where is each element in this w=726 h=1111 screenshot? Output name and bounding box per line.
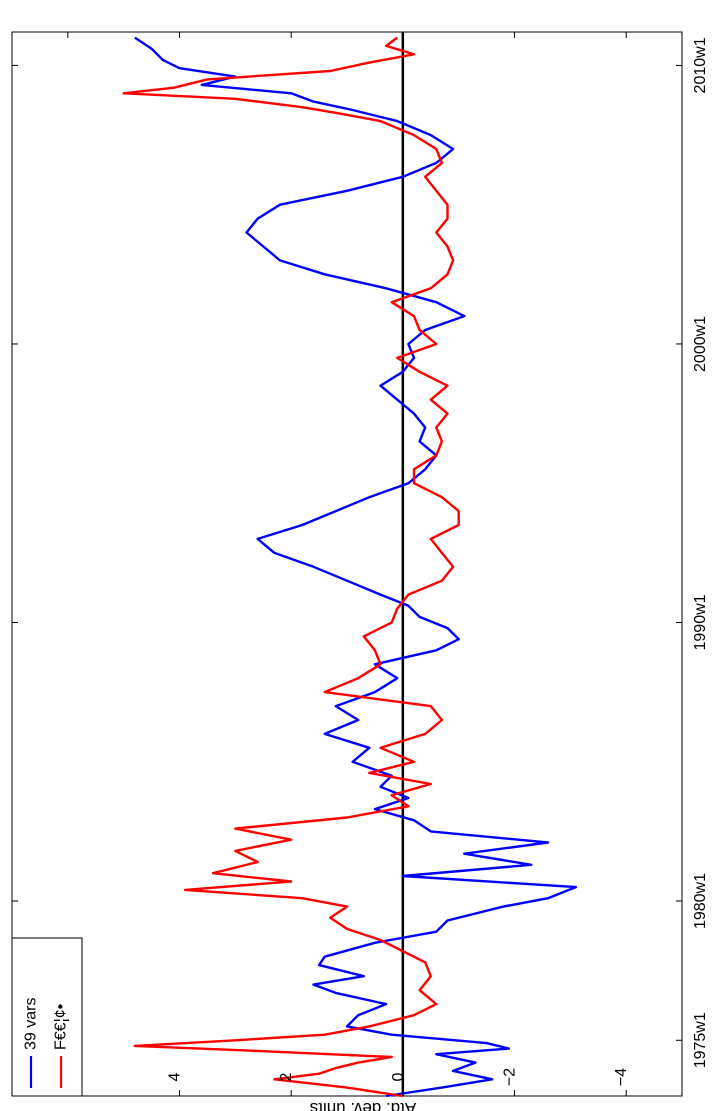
legend-label-fcci: F€€¦¢• xyxy=(53,1004,70,1050)
x-axis-ticks: 1975w1 1980w1 1990w1 2000w1 2010w1 xyxy=(12,37,709,1068)
x-tick-label: 2010w1 xyxy=(692,37,709,93)
y-tick-label: 2 xyxy=(278,1072,295,1081)
y-axis-label-group: Átd. dev. units xyxy=(310,1099,416,1111)
y-tick-label: 0 xyxy=(390,1072,407,1081)
y-tick-label: −2 xyxy=(502,1068,519,1086)
y-axis-label: Átd. dev. units xyxy=(310,1099,416,1111)
legend: 39 vars F€€¦¢• xyxy=(11,937,83,1097)
plot-frame xyxy=(11,31,683,1097)
series-layer xyxy=(122,36,578,1098)
x-tick-label: 1980w1 xyxy=(692,873,709,929)
legend-label-vars: 39 vars xyxy=(23,998,40,1050)
y-tick-label: −4 xyxy=(613,1068,630,1086)
series-line-vars xyxy=(134,36,578,1098)
legend-box xyxy=(11,937,83,1097)
x-tick-label: 1975w1 xyxy=(692,1012,709,1068)
series-line-fcci xyxy=(122,36,460,1098)
x-tick-label: 2000w1 xyxy=(692,316,709,372)
x-tick-label: 1990w1 xyxy=(692,594,709,650)
y-tick-label: 4 xyxy=(167,1072,184,1081)
